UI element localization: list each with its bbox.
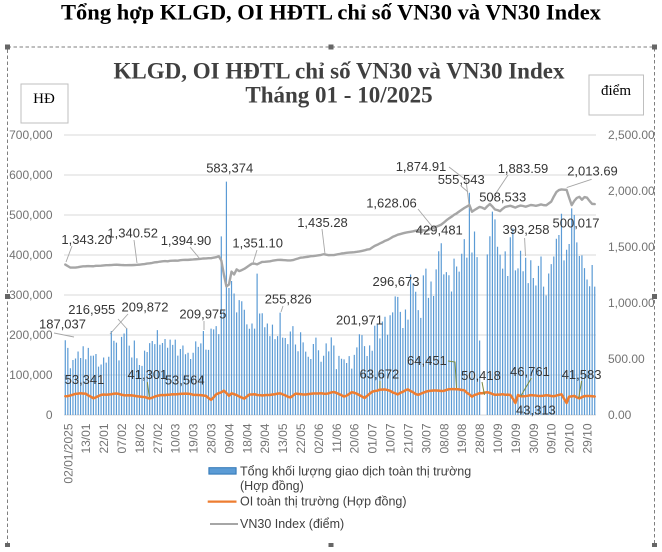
svg-text:11/06: 11/06 [330,423,344,452]
svg-text:Tổng khối lượng giao dịch toàn: Tổng khối lượng giao dịch toàn thị trườn… [240,465,471,479]
svg-text:28/08: 28/08 [473,423,487,453]
svg-text:(Hợp đồng): (Hợp đồng) [240,479,304,493]
svg-text:1,874.91: 1,874.91 [396,159,447,174]
svg-text:300,000: 300,000 [9,288,53,302]
svg-text:700,000: 700,000 [9,128,53,142]
svg-text:01/07: 01/07 [366,423,380,453]
svg-text:201,971: 201,971 [336,313,383,328]
svg-text:187,037: 187,037 [39,317,86,332]
svg-text:1,340.52: 1,340.52 [107,226,158,241]
svg-text:02/06: 02/06 [312,423,326,453]
svg-text:500.00: 500.00 [608,352,645,366]
svg-text:43,313: 43,313 [516,402,556,417]
svg-text:09/10: 09/10 [545,423,559,453]
svg-text:296,673: 296,673 [373,274,420,289]
svg-text:20/10: 20/10 [563,423,577,453]
svg-text:100,000: 100,000 [9,368,53,382]
svg-text:200,000: 200,000 [9,328,53,342]
svg-text:OI toàn thị trường (Hợp đồng): OI toàn thị trường (Hợp đồng) [240,495,407,509]
svg-text:20/06: 20/06 [348,423,362,453]
svg-text:Tổng hợp KLGD, OI HĐTL chỉ số: Tổng hợp KLGD, OI HĐTL chỉ số VN30 và VN… [61,0,602,25]
svg-text:2,000.00: 2,000.00 [608,184,655,198]
svg-text:19/03: 19/03 [187,423,201,453]
svg-text:2,500.00: 2,500.00 [608,128,655,142]
svg-text:27/02: 27/02 [151,423,165,453]
svg-text:09/04: 09/04 [222,423,236,453]
svg-text:41,301: 41,301 [128,367,168,382]
svg-text:18/04: 18/04 [240,423,254,453]
svg-text:1,628.06: 1,628.06 [366,195,417,210]
svg-text:19/09: 19/09 [509,423,523,453]
svg-text:KLGD, OI HĐTL chỉ số VN30 và V: KLGD, OI HĐTL chỉ số VN30 và VN30 Index [114,59,565,84]
svg-text:HĐ: HĐ [33,91,55,107]
svg-text:29/04: 29/04 [258,423,272,453]
svg-text:555,543: 555,543 [438,172,485,187]
svg-text:50,418: 50,418 [461,368,501,383]
svg-text:1,343.20: 1,343.20 [61,232,112,247]
svg-text:400,000: 400,000 [9,248,53,262]
svg-text:2,013.69: 2,013.69 [567,164,618,179]
svg-text:08/08: 08/08 [437,423,451,453]
svg-text:583,374: 583,374 [206,160,253,175]
svg-text:41,583: 41,583 [562,367,602,382]
svg-text:216,955: 216,955 [68,302,115,317]
svg-text:28/03: 28/03 [205,423,219,453]
svg-text:30/09: 30/09 [527,423,541,453]
svg-text:10/03: 10/03 [169,423,183,453]
svg-text:1,435.28: 1,435.28 [297,215,348,230]
svg-text:600,000: 600,000 [9,168,53,182]
svg-text:điểm: điểm [601,83,631,99]
svg-text:209,975: 209,975 [179,307,226,322]
svg-text:18/02: 18/02 [133,423,147,453]
svg-text:1,500.00: 1,500.00 [608,240,655,254]
svg-text:13/01: 13/01 [79,423,93,453]
svg-text:10/07: 10/07 [384,423,398,453]
svg-text:VN30 Index (điểm): VN30 Index (điểm) [240,517,344,531]
svg-text:63,672: 63,672 [360,367,400,382]
svg-text:13/05: 13/05 [276,423,290,453]
svg-text:Tháng 01 - 10/2025: Tháng 01 - 10/2025 [245,83,432,108]
svg-text:429,481: 429,481 [416,223,463,238]
svg-text:22/05: 22/05 [294,423,308,453]
svg-text:500,017: 500,017 [553,215,600,230]
svg-text:53,564: 53,564 [165,373,205,388]
svg-text:30/07: 30/07 [419,423,433,453]
svg-text:1,394.90: 1,394.90 [161,233,212,248]
svg-text:1,883.59: 1,883.59 [498,161,549,176]
svg-text:0.00: 0.00 [608,408,632,422]
svg-text:29/10: 29/10 [581,423,595,453]
svg-text:46,761: 46,761 [510,364,550,379]
svg-text:21/07: 21/07 [402,423,416,453]
svg-text:19/08: 19/08 [455,423,469,453]
svg-text:1,000.00: 1,000.00 [608,296,655,310]
svg-text:10/09: 10/09 [491,423,505,453]
svg-text:53,341: 53,341 [65,372,105,387]
svg-text:0: 0 [46,408,53,422]
svg-text:64,451: 64,451 [407,353,447,368]
svg-text:209,872: 209,872 [122,300,169,315]
svg-text:07/02: 07/02 [115,423,129,453]
svg-text:1,351.10: 1,351.10 [232,236,283,251]
svg-text:508,533: 508,533 [479,189,526,204]
svg-text:22/01: 22/01 [97,423,111,453]
svg-text:500,000: 500,000 [9,208,53,222]
svg-text:393,258: 393,258 [503,222,550,237]
svg-text:02/01/2025: 02/01/2025 [61,423,75,483]
svg-text:255,826: 255,826 [265,291,312,306]
